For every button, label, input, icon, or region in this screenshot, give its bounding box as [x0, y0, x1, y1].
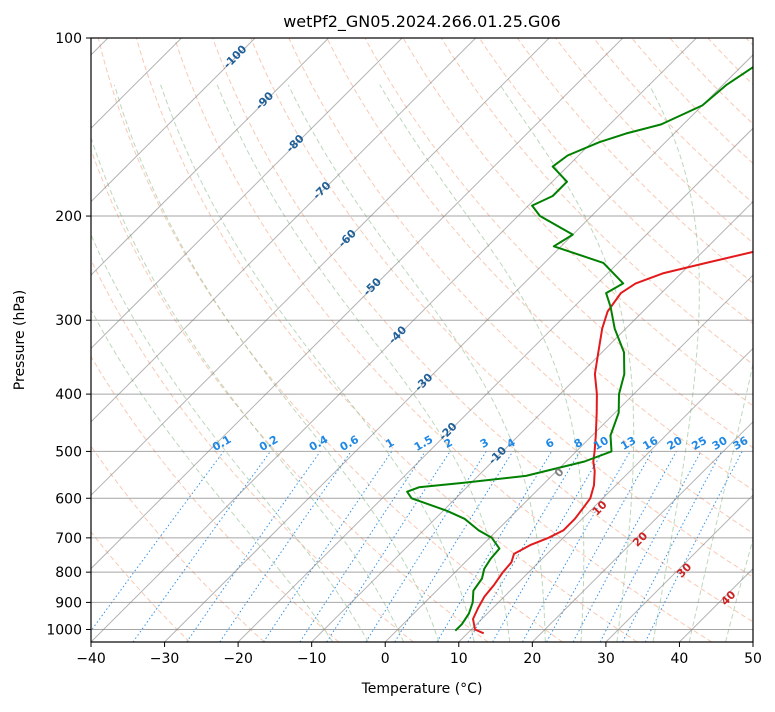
x-tick-label: 40: [671, 651, 689, 667]
x-tick-label: −30: [150, 651, 180, 667]
y-tick-label: 400: [55, 387, 82, 403]
y-axis-label: Pressure (hPa): [12, 290, 28, 390]
x-tick-label: 0: [381, 651, 390, 667]
y-tick-label: 700: [55, 531, 82, 547]
y-tick-label: 500: [55, 444, 82, 460]
x-tick-label: 30: [597, 651, 615, 667]
y-tick-label: 800: [55, 565, 82, 581]
x-tick-label: 20: [523, 651, 541, 667]
x-tick-label: −20: [223, 651, 253, 667]
y-tick-label: 1000: [46, 622, 82, 638]
y-tick-label: 300: [55, 313, 82, 329]
x-tick-label: 50: [744, 651, 762, 667]
x-tick-label: 10: [450, 651, 468, 667]
x-tick-label: −10: [297, 651, 327, 667]
y-tick-label: 100: [55, 31, 82, 47]
x-axis-label: Temperature (°C): [361, 681, 483, 697]
x-tick-label: −40: [76, 651, 106, 667]
chart-title: wetPf2_GN05.2024.266.01.25.G06: [283, 12, 561, 32]
y-tick-label: 200: [55, 209, 82, 225]
y-tick-label: 900: [55, 595, 82, 611]
y-tick-label: 600: [55, 491, 82, 507]
